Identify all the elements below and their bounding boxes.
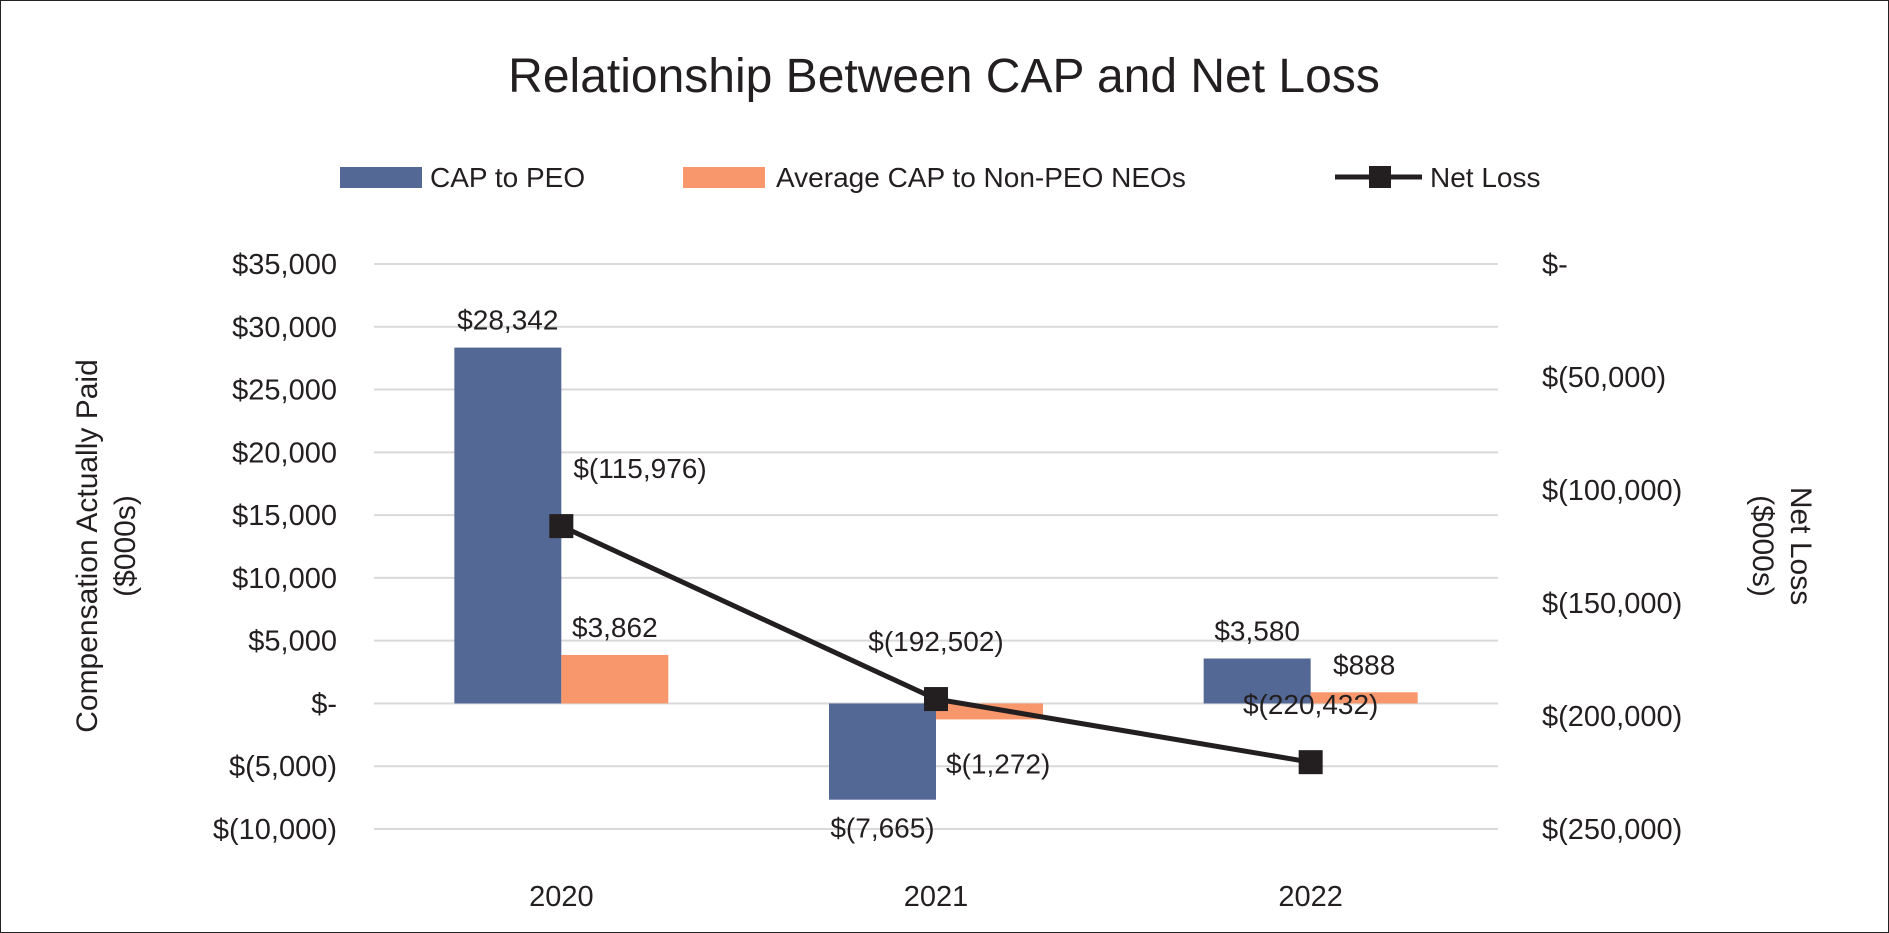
legend-swatch-cap-neo (683, 167, 765, 188)
y-axis-title-line2: ($000s) (109, 495, 142, 597)
legend-label-cap-neo: Average CAP to Non-PEO NEOs (776, 162, 1186, 193)
y-axis-title-line1: Compensation Actually Paid (71, 359, 104, 733)
y2-tick-label: $(250,000) (1542, 814, 1682, 846)
y2-axis-title-line2: ($000s) (1746, 495, 1779, 597)
data-label: $3,862 (572, 612, 658, 643)
data-label: $3,580 (1214, 615, 1300, 646)
y-tick-label: $10,000 (232, 563, 337, 595)
bar-cap-neo (1310, 692, 1418, 704)
x-tick-label: 2022 (1278, 881, 1343, 913)
y2-tick-label: $(100,000) (1542, 475, 1682, 507)
y-tick-label: $15,000 (232, 500, 337, 532)
y2-tick-label: $(150,000) (1542, 588, 1682, 620)
bar-cap-peo (829, 703, 936, 800)
x-tick-label: 2021 (904, 881, 969, 913)
data-label: $888 (1333, 649, 1395, 680)
y-tick-label: $(5,000) (229, 751, 337, 783)
y2-tick-label: $- (1542, 249, 1568, 281)
legend-marker-net-loss (1369, 166, 1391, 188)
net-loss-label: $(220,432) (1243, 689, 1378, 720)
y-tick-label: $- (311, 688, 337, 720)
data-label: $(1,272) (946, 748, 1050, 779)
data-label: $(7,665) (830, 813, 934, 844)
legend-swatch-cap-peo (340, 167, 422, 188)
bar-cap-peo (1203, 658, 1311, 704)
y2-tick-label: $(50,000) (1542, 362, 1666, 394)
net-loss-label: $(192,502) (868, 626, 1003, 657)
bar-cap-peo (454, 347, 562, 704)
y-tick-label: $25,000 (232, 375, 337, 407)
legend: CAP to PEO Average CAP to Non-PEO NEOs N… (340, 162, 1541, 193)
y-tick-label: $20,000 (232, 437, 337, 469)
y-tick-label: $30,000 (232, 312, 337, 344)
y-tick-label: $(10,000) (213, 814, 337, 846)
bar-cap-neo (936, 703, 1043, 720)
x-tick-label: 2020 (529, 881, 594, 913)
net-loss-label: $(115,976) (573, 453, 706, 484)
y2-tick-label: $(200,000) (1542, 701, 1682, 733)
y-tick-label: $35,000 (232, 249, 337, 281)
y-tick-label: $5,000 (248, 626, 337, 658)
net-loss-marker (549, 514, 574, 539)
legend-label-cap-peo: CAP to PEO (430, 162, 585, 193)
net-loss-marker (1298, 750, 1323, 775)
net-loss-marker (924, 687, 948, 712)
legend-label-net-loss: Net Loss (1430, 162, 1541, 193)
bar-cap-neo (561, 654, 669, 704)
y2-axis-title-line1: Net Loss (1784, 487, 1817, 605)
chart-title: Relationship Between CAP and Net Loss (508, 50, 1380, 103)
data-label: $28,342 (457, 305, 558, 336)
